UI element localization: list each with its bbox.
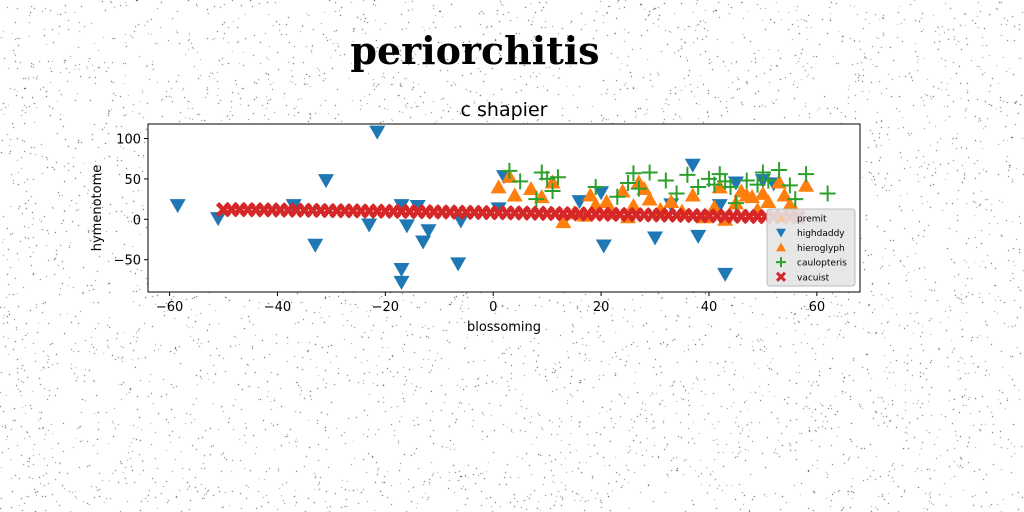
point-caulopteris [690, 179, 707, 195]
point-caulopteris [620, 174, 637, 191]
point-hieroglyph [582, 187, 599, 202]
point-highdaddy [409, 199, 426, 214]
point-caulopteris [668, 185, 685, 202]
point-highdaddy [684, 158, 701, 173]
point-caulopteris [501, 162, 518, 179]
point-caulopteris [625, 165, 642, 182]
x-tick-label: 0 [489, 300, 497, 315]
point-caulopteris [819, 185, 836, 202]
point-caulopteris [549, 169, 566, 186]
point-caulopteris [771, 162, 788, 179]
point-hieroglyph [684, 187, 701, 202]
point-caulopteris [539, 170, 556, 187]
point-caulopteris [738, 172, 755, 189]
point-caulopteris [760, 172, 777, 189]
point-caulopteris [609, 188, 626, 205]
point-caulopteris [781, 177, 798, 194]
point-hieroglyph [598, 193, 615, 208]
point-hieroglyph [614, 183, 631, 198]
point-highdaddy [420, 224, 437, 239]
point-hieroglyph [625, 197, 642, 212]
point-highdaddy [210, 212, 227, 227]
point-hieroglyph [776, 187, 793, 202]
legend-marker-highdaddy [776, 228, 786, 238]
x-tick-label: −20 [372, 300, 399, 315]
point-hieroglyph [544, 174, 561, 189]
series-caulopteris [501, 162, 836, 212]
point-highdaddy [593, 186, 610, 201]
axis-ticks: −60 −40 −20 0 20 40 60 −50 0 50 100 [114, 133, 826, 315]
point-caulopteris [630, 180, 647, 197]
point-hieroglyph [641, 191, 658, 206]
legend-marker-hieroglyph [776, 242, 786, 252]
point-highdaddy [717, 267, 734, 282]
legend-label: premit [797, 215, 827, 225]
point-caulopteris [787, 191, 804, 208]
x-tick-label: −60 [156, 300, 183, 315]
point-caulopteris [706, 176, 723, 193]
point-caulopteris [657, 172, 674, 189]
point-highdaddy [318, 174, 334, 189]
point-caulopteris [679, 166, 696, 183]
y-tick-label: 50 [124, 173, 141, 188]
point-highdaddy [571, 195, 588, 210]
x-tick-label: −40 [264, 300, 291, 315]
point-hieroglyph [555, 214, 572, 229]
point-highdaddy [169, 199, 186, 214]
x-tick-label: 60 [809, 300, 826, 315]
page-title: periorchitis [350, 28, 600, 73]
point-highdaddy [361, 218, 378, 233]
point-highdaddy [369, 125, 386, 140]
legend-marker-caulopteris [776, 257, 786, 268]
legend-marker-vacuist [775, 271, 787, 282]
y-tick-label: 0 [133, 213, 141, 228]
point-caulopteris [722, 179, 739, 195]
point-caulopteris [754, 164, 771, 181]
point-highdaddy [393, 262, 410, 277]
plot-frame [147, 123, 861, 293]
point-hieroglyph [663, 193, 680, 208]
point-highdaddy [452, 214, 469, 229]
point-caulopteris [512, 173, 529, 190]
point-hieroglyph [760, 193, 777, 208]
legend-label: vacuist [797, 273, 830, 283]
x-axis-label: blossoming [467, 320, 541, 335]
legend: premit highdaddy hieroglyph caulopteris vacu… [766, 208, 856, 287]
point-caulopteris [528, 191, 545, 208]
point-caulopteris [544, 183, 561, 200]
point-caulopteris [798, 166, 815, 183]
legend-marker-premit [776, 213, 786, 222]
point-highdaddy [450, 257, 467, 272]
point-highdaddy [393, 199, 410, 214]
x-tick-label: 40 [701, 300, 718, 315]
point-hieroglyph [506, 187, 523, 202]
point-highdaddy [393, 275, 410, 290]
point-hieroglyph [754, 185, 771, 200]
y-axis-label: hymenotome [90, 165, 105, 252]
point-hieroglyph [706, 199, 723, 214]
point-highdaddy [307, 238, 324, 253]
y-tick-label: 100 [116, 133, 141, 148]
point-caulopteris [641, 164, 658, 181]
point-hieroglyph [711, 179, 728, 194]
point-highdaddy [595, 239, 612, 254]
point-highdaddy [647, 231, 664, 246]
legend-label: caulopteris [797, 259, 847, 269]
point-caulopteris [587, 179, 604, 195]
point-highdaddy [690, 229, 707, 244]
legend-box [766, 208, 856, 287]
point-caulopteris [727, 195, 744, 212]
point-highdaddy [415, 235, 432, 250]
legend-label: highdaddy [797, 229, 845, 239]
point-hieroglyph [490, 179, 507, 194]
chart-subtitle: c shapier [461, 99, 548, 121]
point-caulopteris [749, 176, 766, 193]
point-hieroglyph [798, 177, 815, 192]
point-hieroglyph [522, 181, 539, 196]
x-tick-label: 20 [593, 300, 610, 315]
point-highdaddy [398, 219, 415, 234]
y-tick-label: −50 [114, 254, 141, 269]
legend-label: hieroglyph [797, 244, 845, 254]
